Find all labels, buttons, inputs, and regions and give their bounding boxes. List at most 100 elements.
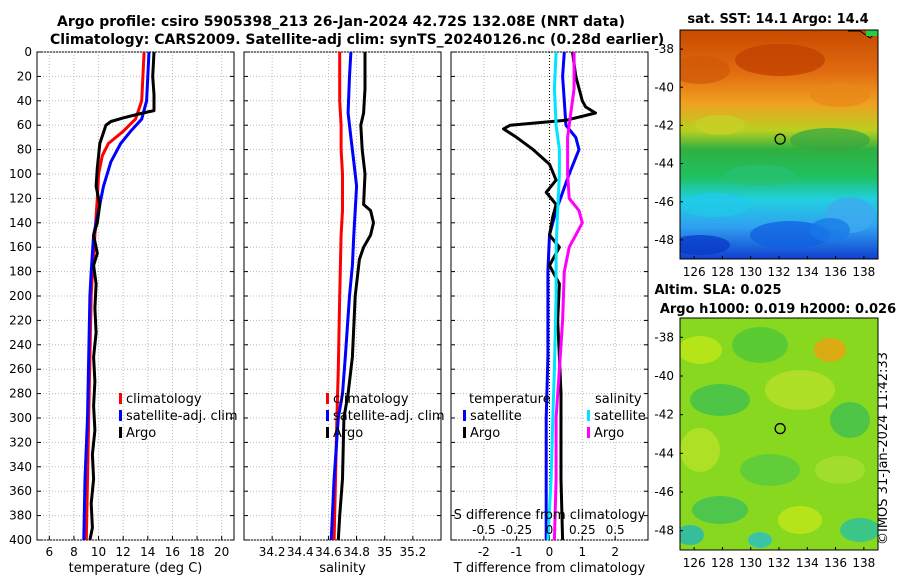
temperature-profile-xtick-label: 8 [70,545,78,559]
sst-blob [750,221,830,249]
depth-tick-label: 380 [9,509,32,523]
depth-tick-label: 140 [9,216,32,230]
sst-map-xtick-label: 126 [683,265,706,279]
sst-map-ytick-label: -38 [654,42,674,56]
sdiff-tick-label: 0 [546,523,554,537]
salinity-profile-xtick-label: 35.2 [399,545,426,559]
temperature-profile-legend-label: satellite-adj. clim [126,409,238,424]
depth-tick-label: 300 [9,411,32,425]
sla-map-title: Altim. SLA: 0.025 [655,283,782,298]
sla-map-xtick-label: 128 [711,556,734,570]
difference-profile-xtick-label: 0 [546,545,554,559]
sdiff-tick-label: 0.5 [606,523,625,537]
sdiff-axis-label: S difference from climatology [454,508,646,523]
sst-map-xtick-label: 130 [739,265,762,279]
salinity-profile-xlabel: salinity [319,561,366,576]
sdiff-tick-label: -0.25 [501,523,532,537]
sla-blob [680,428,720,472]
temp-legend-swatch [463,410,466,421]
salinity-profile-xtick-label: 34.8 [343,545,370,559]
salinity-profile-legend-label: Argo [333,426,363,441]
temperature-profile-xtick-label: 18 [189,545,204,559]
sla-map-ytick-label: -48 [654,524,674,538]
temperature-profile-xlabel: temperature (deg C) [69,561,203,576]
depth-tick-label: 240 [9,338,32,352]
sst-map-xtick-label: 136 [824,265,847,279]
sst-blob [810,83,870,107]
sst-map-xtick-label: 134 [796,265,819,279]
temperature-profile-panel: 0 20 40 60 80 100 120 140 160 180 200 220 240 260 280 3… [9,45,238,576]
sst-blob [735,44,825,76]
sla-map-argo-marker [774,422,786,435]
depth-tick-label: 180 [9,265,32,279]
sla-map-panel: 126 128 130 132 134 136 138 -38 -40 -42 -44 -46 -48 [654,317,879,570]
temperature-profile-legend-swatch [119,427,122,438]
temperature-profile-legend-swatch [119,410,122,421]
temp-legend-label: Argo [470,426,500,441]
sla-map-xtick-label: 136 [824,556,847,570]
sal-legend-swatch [587,427,590,438]
depth-tick-label: 120 [9,191,32,205]
sla-map-field [680,318,878,550]
difference-profile-xtick-label: 1 [579,545,587,559]
sla-map-ytick-label: -40 [654,369,674,383]
salinity-profile-legend-label: climatology [333,392,409,407]
temperature-profile-xtick-label: 16 [165,545,180,559]
temperature-profile-xtick-label: 10 [91,545,106,559]
depth-tick-label: 220 [9,313,32,327]
sst-map-ytick-label: -40 [654,80,674,94]
sla-blob [690,384,750,416]
depth-tick-label: 160 [9,240,32,254]
temperature-profile-xtick-label: 12 [116,545,131,559]
sla-blob [778,506,822,534]
difference-profile-panel: -2 -1 0 1 2 T difference from climatology temp… [450,51,649,576]
depth-tick-label: 100 [9,167,32,181]
depth-tick-label: 80 [17,143,32,157]
sal-legend-swatch [587,410,590,421]
sla-map-xtick-label: 130 [739,556,762,570]
sst-map-ytick-label: -42 [654,118,674,132]
sla-map-xtick-label: 134 [796,556,819,570]
sla-map-subtitle: Argo h1000: 0.019 h2000: 0.026 [660,302,896,317]
temperature-profile-line-satellite-adj-clim [82,52,151,540]
sla-blob [740,454,800,486]
salinity-profile-legend-swatch [326,393,329,404]
sla-blob [680,336,722,364]
sst-blob [725,165,795,185]
sst-blob [680,235,730,255]
depth-tick-label: 60 [17,118,32,132]
sal-legend-label: Argo [594,426,624,441]
temperature-profile-xtick-label: 14 [140,545,155,559]
sst-map-field [680,30,878,259]
difference-profile-xlabel: T difference from climatology [453,561,646,576]
sla-blob [680,525,704,545]
difference-profile-xtick-label: -1 [511,545,523,559]
land-patch [866,30,878,36]
sla-map-ytick-label: -46 [654,485,674,499]
difference-profile-line-salinity-satellite [546,52,561,540]
temperature-profile-legend-swatch [119,393,122,404]
temperature-profile-series-group [82,52,156,540]
salinity-profile-xtick-label: 35 [377,545,392,559]
difference-profile-series-group [502,52,597,540]
salinity-profile-panel: 34.2 34.4 34.6 34.8 35 35.2 salinity climatolog… [243,51,445,576]
sla-blob [692,496,748,524]
sst-blob [695,115,745,135]
sst-blob [790,128,870,152]
salinity-profile-xtick-label: 34.4 [287,545,314,559]
sdiff-tick-label: 0.25 [569,523,596,537]
sla-blob [732,327,788,363]
depth-tick-label: 400 [9,533,32,547]
salinity-profile-legend-swatch [326,427,329,438]
depth-tick-label: 40 [17,94,32,108]
temp-legend-label: temperature [469,392,551,407]
depth-tick-label: 340 [9,460,32,474]
sla-map-xtick-label: 132 [768,556,791,570]
sst-map-ytick-label: -46 [654,195,674,209]
sal-legend-label: satellite [594,409,646,424]
difference-profile-xtick-label: 2 [611,545,619,559]
sst-blob [680,193,750,217]
temperature-profile-frame [36,51,235,541]
salinity-profile-line-argo [336,52,375,540]
